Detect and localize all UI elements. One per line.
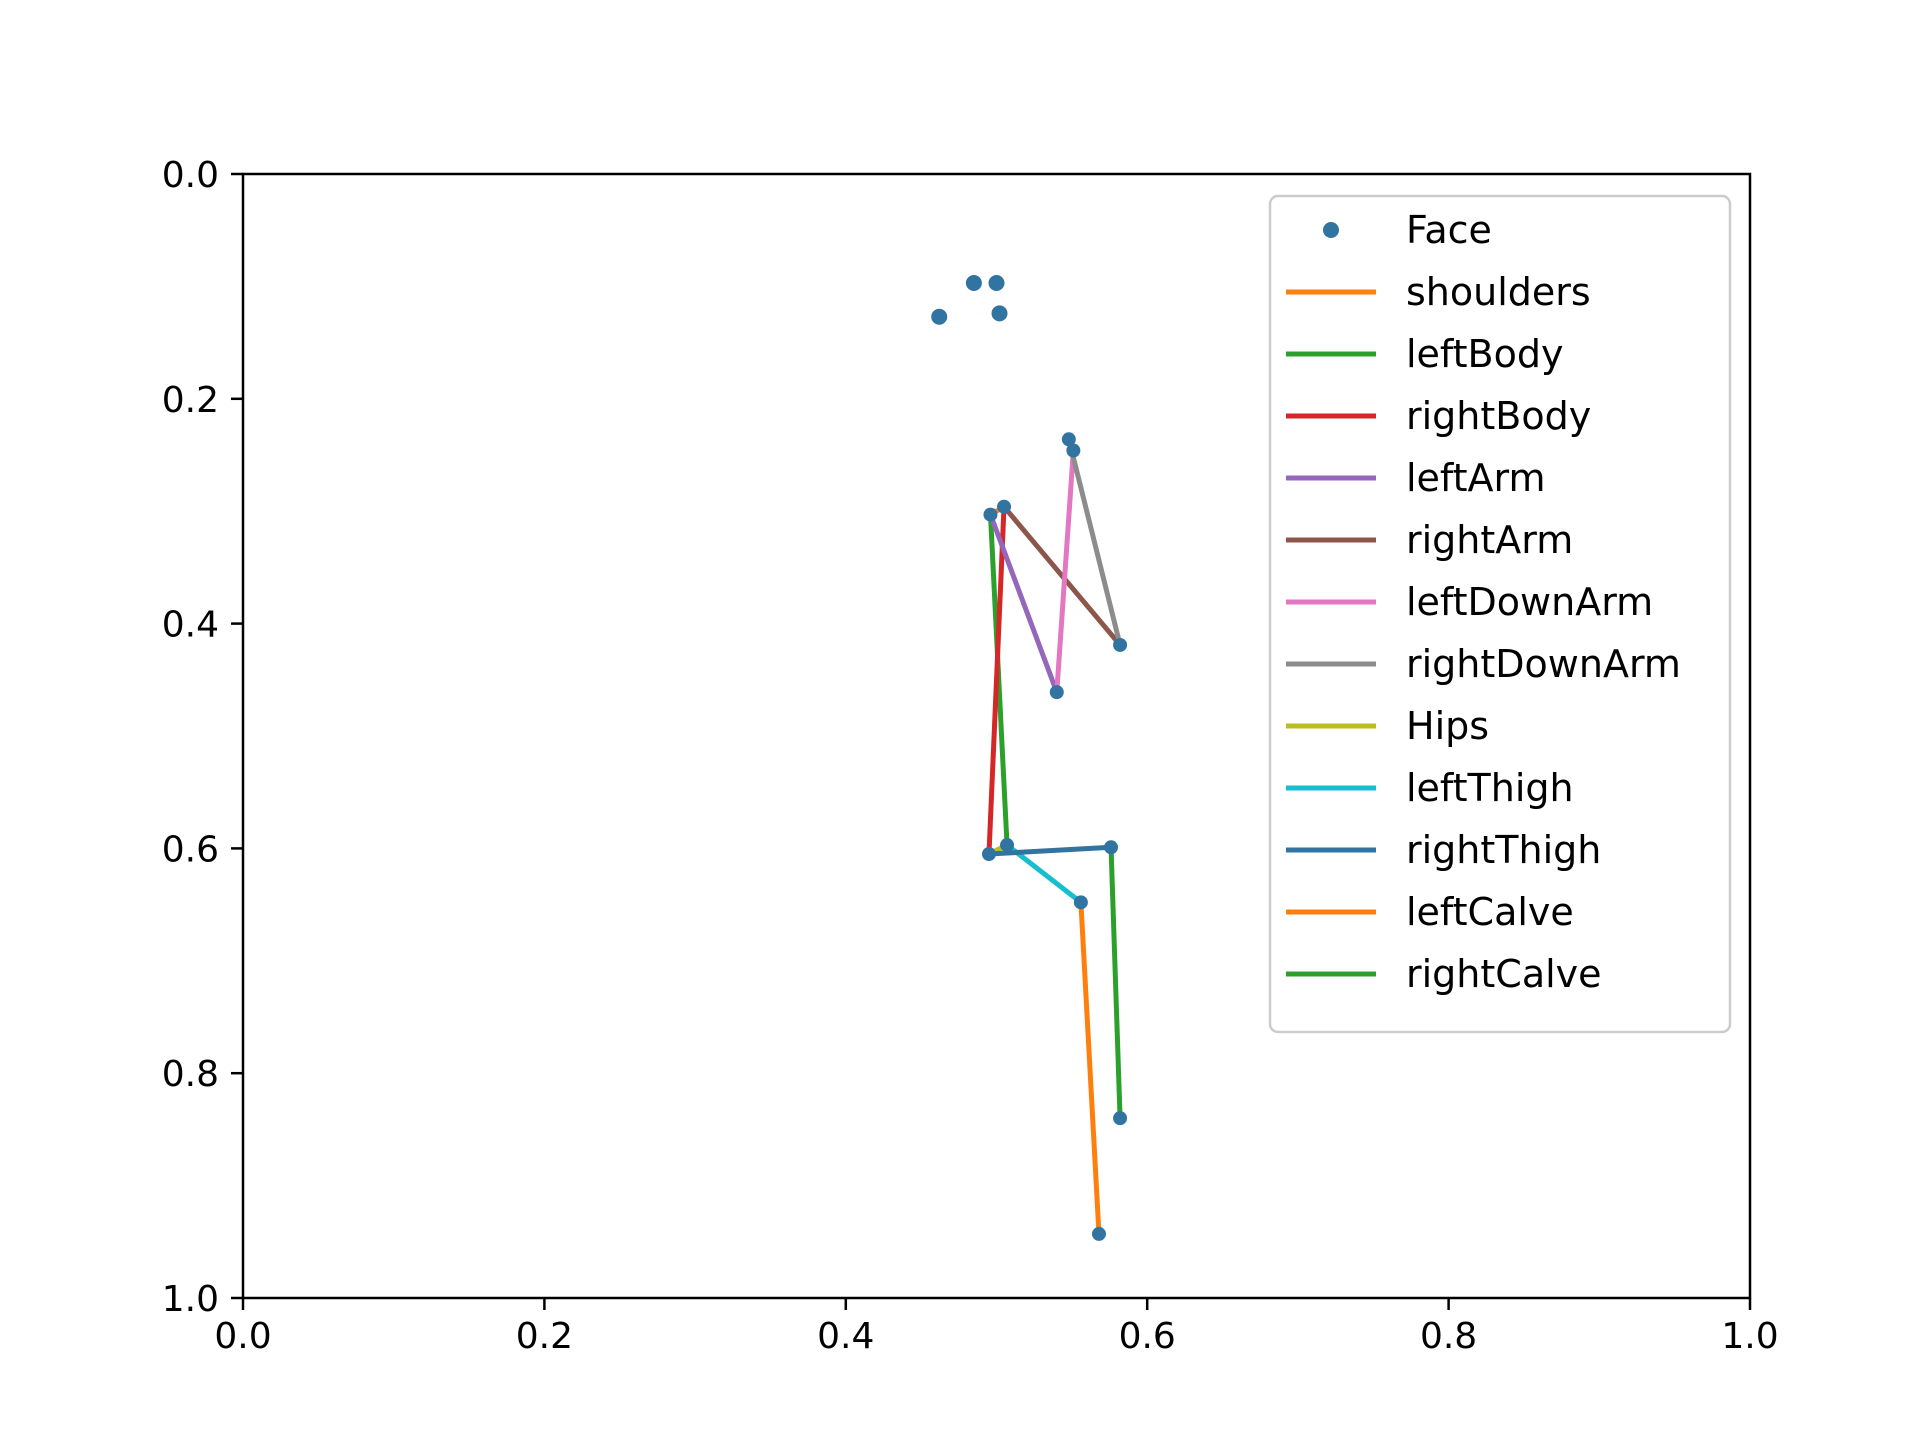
face-point-2 bbox=[988, 275, 1005, 292]
series-line-rightArm bbox=[1000, 503, 1124, 649]
y-tick-label: 0.6 bbox=[162, 829, 219, 870]
plot-frame bbox=[241, 172, 1752, 1300]
legend-label-rightBody: rightBody bbox=[1406, 394, 1591, 438]
y-tick-label: 0.4 bbox=[162, 605, 219, 646]
legend-label-rightCalve: rightCalve bbox=[1406, 952, 1602, 996]
series-line-leftArm bbox=[987, 511, 1060, 696]
joint-point-3 bbox=[981, 847, 996, 862]
legend-label-rightThigh: rightThigh bbox=[1406, 828, 1601, 872]
joint-point-0 bbox=[983, 507, 998, 522]
joint-point-2 bbox=[1000, 838, 1015, 853]
x-tick-label: 0.6 bbox=[1119, 1316, 1176, 1357]
y-tick-label: 0.2 bbox=[162, 380, 219, 421]
legend-swatch-Face bbox=[1323, 222, 1339, 238]
legend-label-rightDownArm: rightDownArm bbox=[1406, 642, 1681, 686]
series-line-rightDownArm bbox=[1065, 436, 1124, 648]
x-tick-label: 0.4 bbox=[817, 1316, 874, 1357]
x-axis: 0.0 0.2 0.4 0.6 0.8 1.0 bbox=[214, 1298, 1779, 1357]
joint-point-6 bbox=[1066, 443, 1081, 458]
legend-label-Face: Face bbox=[1406, 208, 1492, 252]
points-layer bbox=[931, 275, 1128, 1241]
face-point-0 bbox=[931, 308, 948, 325]
legend-label-rightArm: rightArm bbox=[1406, 518, 1573, 562]
y-tick-label: 0.0 bbox=[162, 155, 219, 196]
x-tick-label: 1.0 bbox=[1721, 1316, 1778, 1357]
legend-label-leftArm: leftArm bbox=[1406, 456, 1546, 500]
joint-point-8 bbox=[1073, 895, 1088, 910]
series-line-leftCalve bbox=[1078, 899, 1102, 1237]
legend-label-shoulders: shoulders bbox=[1406, 270, 1591, 314]
face-point-1 bbox=[965, 275, 982, 292]
legend-label-Hips: Hips bbox=[1406, 704, 1489, 748]
joint-point-1 bbox=[997, 499, 1012, 514]
joint-point-4 bbox=[1049, 685, 1064, 700]
joint-point-9 bbox=[1104, 840, 1119, 855]
series-line-leftDownArm bbox=[1054, 447, 1077, 695]
series-line-rightThigh bbox=[986, 844, 1114, 857]
series-line-rightBody bbox=[986, 504, 1007, 857]
face-point-3 bbox=[991, 305, 1008, 322]
legend-box bbox=[1268, 194, 1732, 1034]
legend: Face shoulders leftBody rightBody leftArm rig… bbox=[1268, 194, 1732, 1034]
joint-point-7 bbox=[1061, 432, 1076, 447]
y-tick-label: 1.0 bbox=[162, 1279, 219, 1320]
x-tick-label: 0.2 bbox=[516, 1316, 573, 1357]
legend-label-leftDownArm: leftDownArm bbox=[1406, 580, 1653, 624]
y-axis: 0.0 0.2 0.4 0.6 0.8 1.0 bbox=[162, 155, 243, 1320]
joint-point-11 bbox=[1113, 1111, 1128, 1126]
legend-label-leftThigh: leftThigh bbox=[1406, 766, 1574, 810]
joint-point-5 bbox=[1113, 637, 1128, 652]
joint-point-10 bbox=[1091, 1226, 1106, 1241]
y-tick-label: 0.8 bbox=[162, 1054, 219, 1095]
legend-label-leftCalve: leftCalve bbox=[1406, 890, 1574, 934]
x-tick-label: 0.0 bbox=[214, 1316, 271, 1357]
x-tick-label: 0.8 bbox=[1420, 1316, 1477, 1357]
series-line-rightCalve bbox=[1108, 844, 1123, 1121]
legend-label-leftBody: leftBody bbox=[1406, 332, 1563, 376]
